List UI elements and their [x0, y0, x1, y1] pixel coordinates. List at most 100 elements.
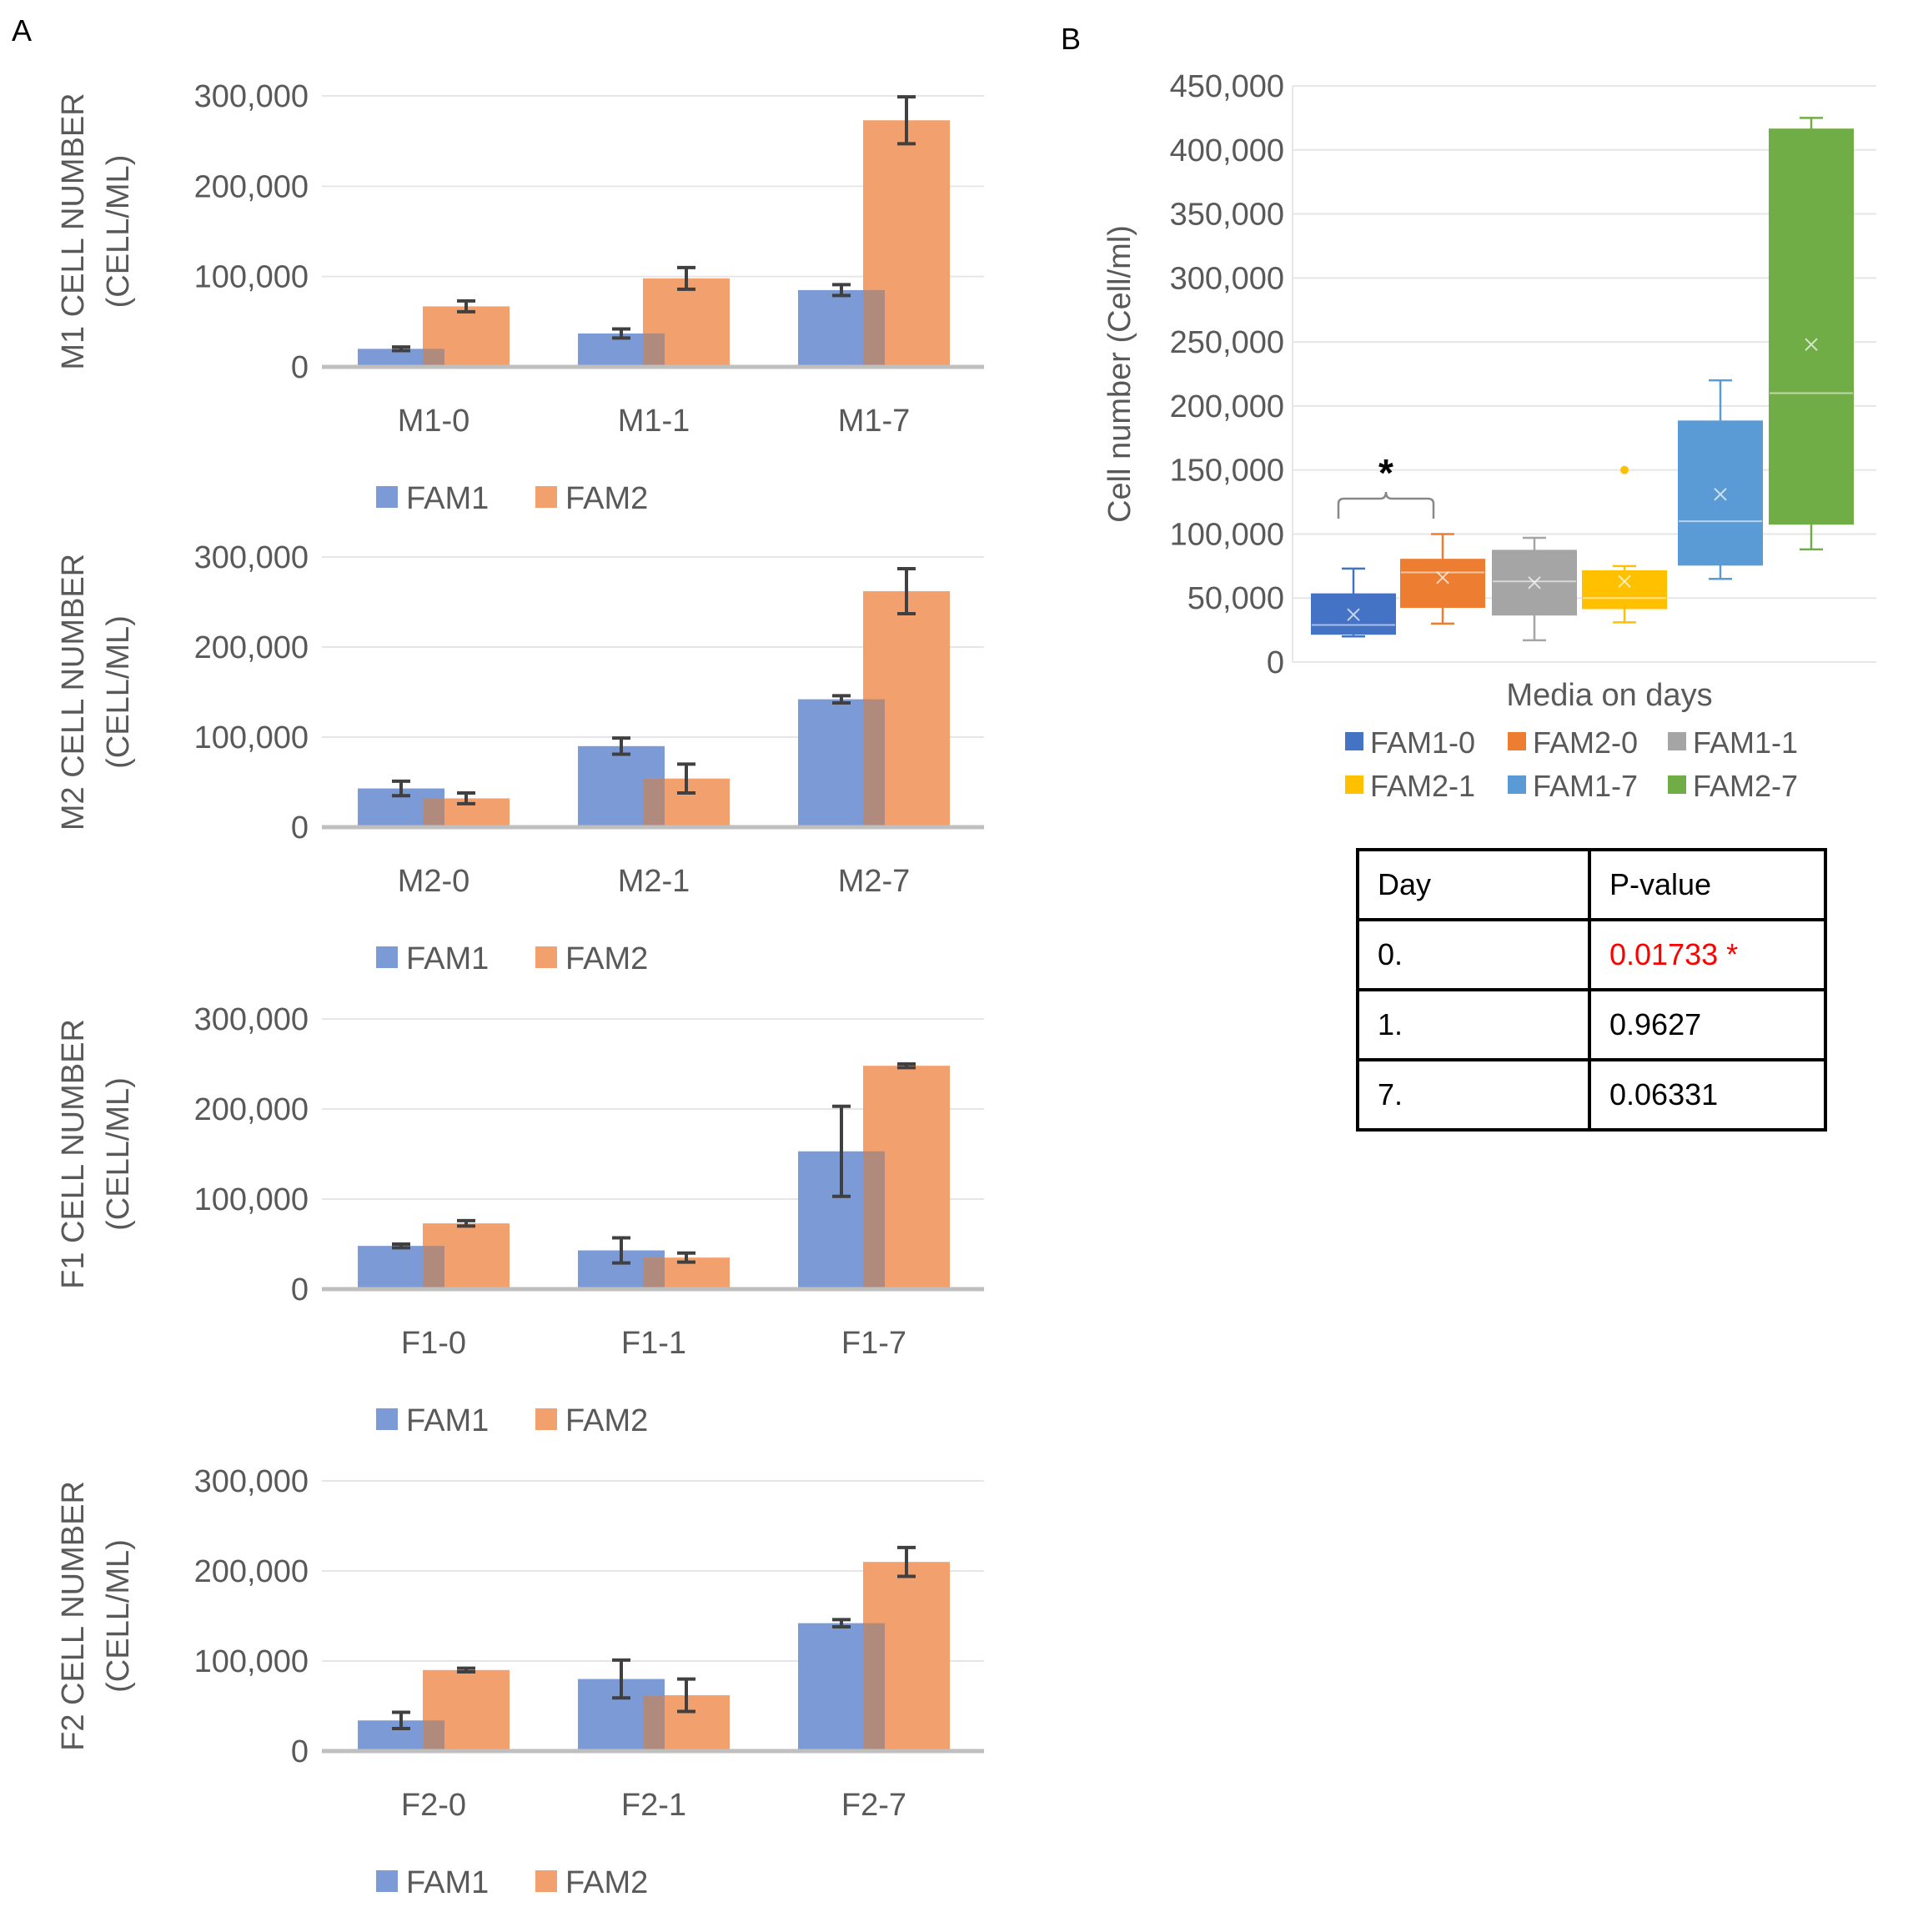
- y-axis-label: F1 CELL NUMBER (CELL/ML): [56, 1019, 136, 1289]
- legend-swatch: [1668, 775, 1686, 794]
- table-cell-day: 7.: [1356, 1058, 1591, 1132]
- table-row: 1. 0.9627: [1356, 988, 1827, 1061]
- y-axis-label: M2 CELL NUMBER (CELL/ML): [56, 554, 136, 831]
- legend-label-fam2: FAM2: [565, 941, 648, 976]
- error-bar-fam1: [612, 1658, 630, 1700]
- error-bar-fam1: [392, 1710, 410, 1730]
- bar-chart-f1: 0 100,000 200,000 300,000 F1 CELL NUMBER (CEL…: [56, 1002, 984, 1438]
- table-header-pvalue: P-value: [1588, 848, 1827, 921]
- x-tick-label: M2-0: [398, 864, 470, 899]
- box-fam1-1: [1492, 536, 1577, 642]
- bar-overlap: [423, 349, 444, 367]
- box-plot-chart: 0 50,000 100,000 150,000 200,000 250,000 300,0…: [1102, 69, 1876, 803]
- bar-overlap: [643, 333, 665, 367]
- bar-overlap: [423, 1720, 444, 1751]
- y-tick-label: 200,000: [194, 1092, 309, 1127]
- error-bar-fam1: [832, 283, 851, 298]
- error-bar-fam2: [897, 95, 916, 146]
- error-bar-fam1: [612, 736, 630, 756]
- box-fam2-7: [1769, 117, 1854, 551]
- x-tick-label: M2-1: [618, 864, 690, 899]
- box-fam2-0: [1400, 533, 1485, 625]
- y-axis-label-line2: (CELL/ML): [101, 1077, 136, 1231]
- box-legend: FAM1-0 FAM2-0 FAM1-1 FAM2-1 FAM1-7 FAM2-7: [1345, 725, 1798, 803]
- bar-overlap: [423, 1246, 444, 1289]
- legend-label: FAM2-1: [1370, 769, 1475, 803]
- mean-marker: [1618, 575, 1631, 588]
- y-tick-label: 200,000: [194, 630, 309, 665]
- legend-swatch: [1508, 775, 1526, 794]
- x-tick-label: M1-0: [398, 404, 470, 439]
- y-tick-label: 300,000: [194, 1464, 309, 1499]
- error-bar-fam1: [832, 1618, 851, 1628]
- x-tick-label: M1-1: [618, 404, 690, 439]
- error-bar-fam2: [897, 567, 916, 616]
- y-tick-label: 200,000: [194, 169, 309, 204]
- x-axis-label: Media on days: [1506, 678, 1712, 713]
- y-tick-label: 100,000: [194, 1182, 309, 1217]
- y-tick-label: 50,000: [1187, 581, 1284, 616]
- y-axis-label-line1: F1 CELL NUMBER: [56, 1019, 91, 1289]
- pvalue-text: 0.01733: [1609, 937, 1719, 971]
- x-tick-label: M1-7: [838, 404, 911, 439]
- x-tick-label: F2-0: [401, 1788, 466, 1823]
- legend-label: FAM1-1: [1693, 725, 1798, 760]
- error-bar-fam2: [677, 265, 695, 291]
- error-bar-fam1: [392, 779, 410, 798]
- legend-label-fam1: FAM1: [406, 941, 489, 976]
- bar-overlap: [643, 778, 665, 827]
- y-tick-label: 0: [291, 1734, 309, 1769]
- box-body: [1678, 420, 1763, 566]
- y-tick-label: 300,000: [194, 1002, 309, 1037]
- y-tick-label: 100,000: [194, 1644, 309, 1679]
- legend-swatch-fam2: [535, 946, 557, 968]
- legend-swatch-fam2: [535, 1870, 557, 1892]
- box-body: [1769, 128, 1854, 525]
- y-tick-label: 100,000: [1170, 517, 1284, 552]
- error-bar-fam2: [897, 1062, 916, 1070]
- bar-overlap: [643, 1257, 665, 1289]
- x-tick-label: F1-0: [401, 1326, 466, 1361]
- bar-chart-m1: 0 100,000 200,000 300,000 M1 CELL NUMBER (CEL…: [56, 79, 984, 516]
- mean-marker: [1528, 576, 1541, 590]
- x-tick-label: F2-7: [841, 1788, 906, 1823]
- y-tick-label: 200,000: [194, 1554, 309, 1589]
- y-tick-label: 150,000: [1170, 454, 1284, 489]
- error-bar-fam1: [392, 345, 410, 353]
- error-bar-fam2: [457, 790, 475, 805]
- box-body: [1400, 559, 1485, 608]
- error-bar-fam1: [612, 1236, 630, 1265]
- panel-label-b: B: [1061, 22, 1082, 56]
- bar-overlap: [863, 1151, 885, 1289]
- legend-swatch-fam1: [376, 1408, 398, 1430]
- legend-swatch-fam2: [535, 1408, 557, 1430]
- y-tick-label: 400,000: [1170, 133, 1284, 168]
- y-tick-label: 350,000: [1170, 198, 1284, 233]
- y-tick-label: 300,000: [194, 540, 309, 575]
- legend-swatch-fam1: [376, 946, 398, 968]
- legend-label-fam2: FAM2: [565, 1865, 648, 1900]
- table-cell-day: 0.: [1356, 918, 1591, 991]
- legend-label-fam1: FAM1: [406, 1865, 489, 1900]
- box-fam1-0: [1311, 567, 1396, 638]
- y-tick-label: 300,000: [1170, 261, 1284, 296]
- error-bar-fam2: [677, 762, 695, 795]
- error-bar-fam1: [832, 694, 851, 705]
- legend-label: FAM2-0: [1533, 725, 1638, 760]
- pvalue-table: Day P-value 0. 0.01733 * 1. 0.9627 7. 0.…: [1356, 848, 1827, 1132]
- error-bar-fam2: [897, 1545, 916, 1578]
- error-bar-fam2: [457, 1218, 475, 1228]
- y-axis-label-line1: M1 CELL NUMBER: [56, 93, 91, 369]
- error-bar-fam2: [677, 1251, 695, 1264]
- y-tick-label: 0: [291, 810, 309, 846]
- bar-overlap: [423, 798, 444, 827]
- table-row: 7. 0.06331: [1356, 1058, 1827, 1132]
- legend-swatch: [1345, 732, 1363, 750]
- legend-swatch: [1508, 732, 1526, 750]
- table-cell-pvalue: 0.9627: [1588, 988, 1827, 1061]
- error-bar-fam1: [832, 1104, 851, 1198]
- y-axis-label-line2: (CELL/ML): [101, 155, 136, 309]
- box-body: [1582, 570, 1667, 610]
- significance-star: *: [1378, 451, 1393, 494]
- y-tick-label: 100,000: [194, 720, 309, 755]
